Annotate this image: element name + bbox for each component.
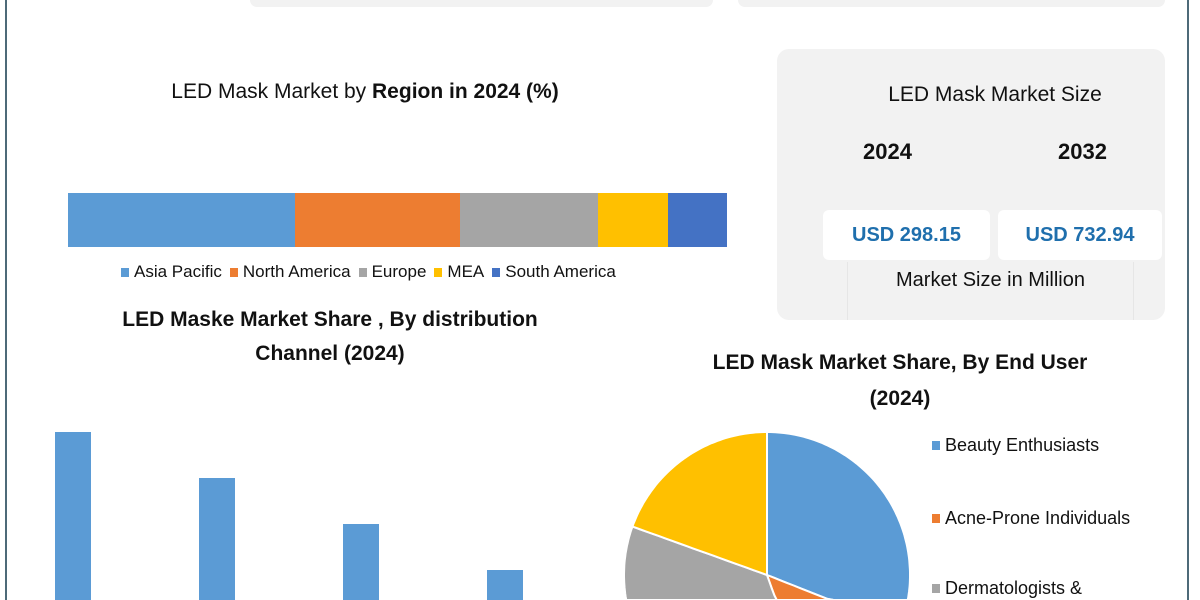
- legend-swatch: [932, 513, 940, 523]
- unit-label-box: [847, 262, 1134, 320]
- end-user-title-line2: (2024): [869, 387, 931, 410]
- legend-label: South America: [505, 262, 616, 281]
- distribution-bar-2: [199, 478, 235, 600]
- region-chart-title: LED Mask Market by Region in 2024 (%): [100, 80, 630, 104]
- region-title-bold: Region in 2024 (%): [372, 80, 559, 103]
- market-size-year-2032: 2032: [1058, 139, 1107, 164]
- legend-label: North America: [242, 262, 351, 281]
- distribution-bar-chart: [55, 432, 523, 600]
- distribution-title-line1: LED Maske Market Share , By distribution: [122, 308, 538, 331]
- pie-legend-item: Beauty Enthusiasts: [932, 435, 1099, 455]
- legend-swatch: [492, 267, 501, 277]
- end-user-title-line1: LED Mask Market Share, By End User: [712, 351, 1088, 374]
- market-size-card: [777, 49, 1165, 320]
- pie-legend-item: Acne-Prone Individuals: [932, 508, 1130, 528]
- legend-item: MEA: [434, 262, 484, 282]
- region-segment-south-america: [667, 193, 727, 247]
- legend-label: MEA: [447, 262, 485, 281]
- legend-label: Asia Pacific: [134, 262, 222, 281]
- market-size-title: LED Mask Market Size: [888, 83, 1102, 106]
- pie-slice-3: [623, 525, 816, 600]
- region-segment-europe: [460, 193, 599, 247]
- distribution-title-line2: Channel (2024): [255, 342, 405, 365]
- distribution-bar-4: [487, 570, 523, 600]
- market-size-unit-label: Market Size in Million: [896, 269, 1085, 291]
- region-segment-asia-pacific: [68, 193, 296, 247]
- legend-swatch: [434, 267, 443, 277]
- region-segment-north-america: [295, 193, 461, 247]
- legend-swatch: [932, 583, 940, 593]
- region-segment-mea: [598, 193, 668, 247]
- legend-item: Asia Pacific: [121, 262, 222, 282]
- end-user-chart-title: LED Mask Market Share, By End User (2024…: [660, 345, 1140, 417]
- pie-slice-1: [766, 431, 911, 600]
- legend-label: Acne-Prone Individuals: [945, 508, 1131, 528]
- market-size-year-2024: 2024: [863, 139, 912, 164]
- distribution-chart-title: LED Maske Market Share , By distribution…: [60, 303, 600, 371]
- distribution-bar-3: [343, 524, 379, 600]
- legend-label: Dermatologists &: [945, 578, 1083, 598]
- legend-swatch: [229, 267, 238, 277]
- end-user-pie-chart: [623, 431, 911, 600]
- legend-item: North America: [229, 262, 351, 282]
- region-title-plain: LED Mask Market by: [171, 80, 373, 103]
- legend-swatch: [932, 440, 940, 450]
- frame-border-left: [5, 0, 7, 600]
- market-size-value-2032: USD 732.94: [998, 210, 1162, 260]
- top-card-left: [250, 0, 713, 7]
- region-legend: Asia Pacific North America Europe MEA South …: [121, 262, 624, 282]
- legend-swatch: [358, 267, 367, 277]
- legend-swatch: [121, 267, 129, 277]
- distribution-bar-1: [55, 432, 91, 600]
- legend-item: Europe: [358, 262, 427, 282]
- market-size-value-2024: USD 298.15: [823, 210, 990, 260]
- pie-legend-item: Dermatologists &: [932, 578, 1082, 598]
- legend-label: Europe: [371, 262, 427, 281]
- frame-border-right: [1187, 0, 1189, 600]
- pie-slice-4: [631, 431, 768, 577]
- pie-slice-2: [765, 573, 900, 600]
- region-stacked-bar: [68, 193, 727, 247]
- legend-item: South America: [492, 262, 616, 282]
- top-card-right: [738, 0, 1165, 7]
- legend-label: Beauty Enthusiasts: [945, 435, 1100, 455]
